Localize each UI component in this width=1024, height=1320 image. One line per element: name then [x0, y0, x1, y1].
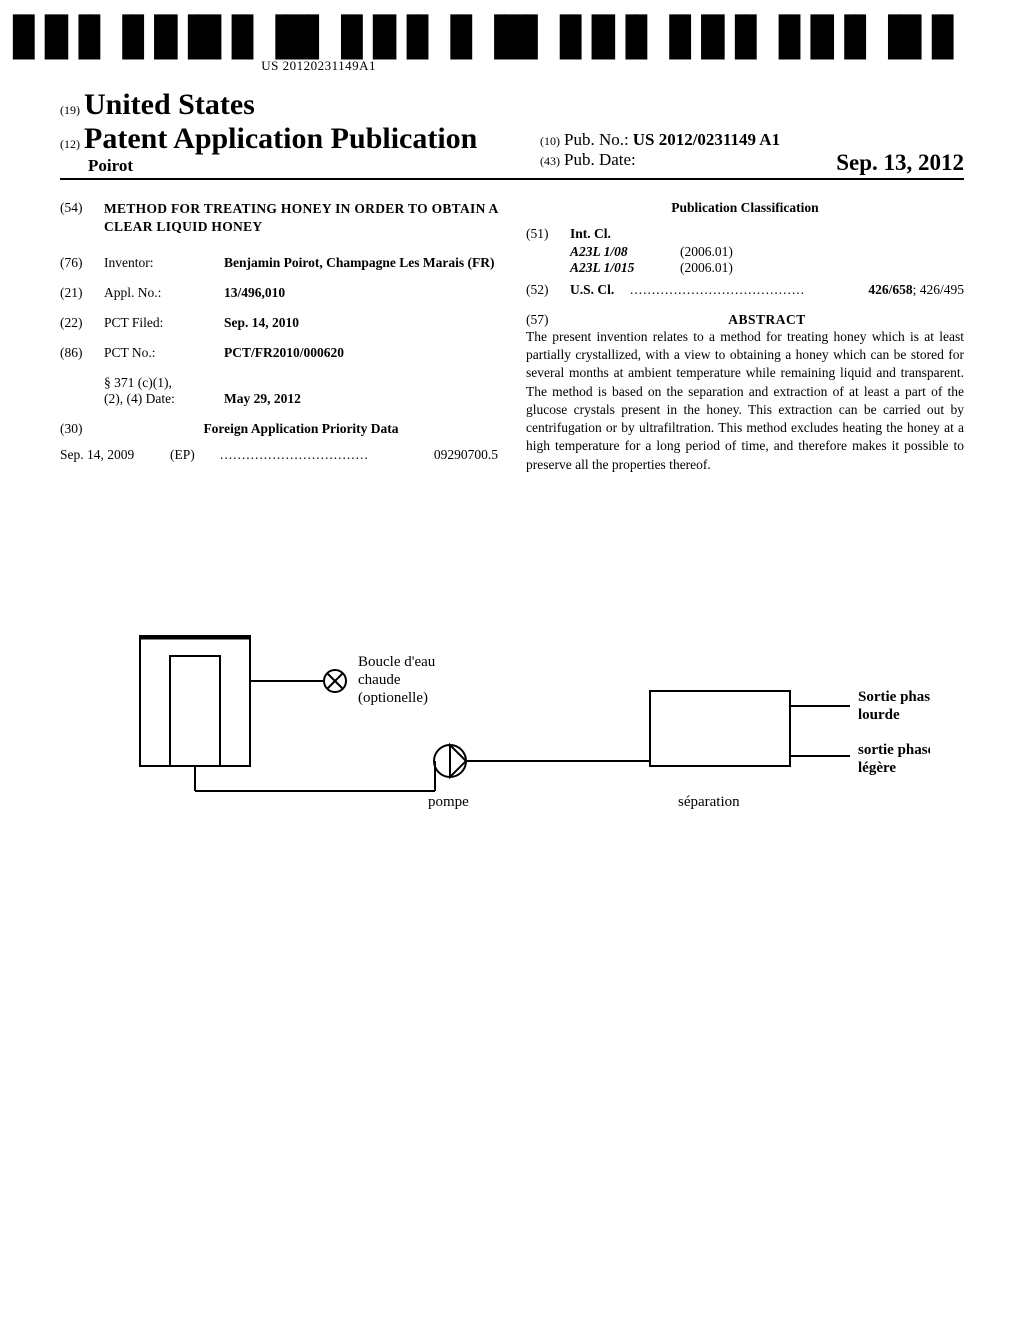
foreign-priority-label: Foreign Application Priority Data	[104, 421, 498, 437]
pub-no-value: US 2012/0231149 A1	[633, 130, 780, 149]
uscl-bold: 426/658	[868, 282, 912, 297]
separator-box	[650, 691, 790, 766]
code-21: (21)	[60, 285, 104, 301]
biblio-columns: (54) METHOD FOR TREATING HONEY IN ORDER …	[60, 200, 964, 474]
pct-no-value: PCT/FR2010/000620	[224, 345, 344, 360]
boucle-label-2: chaude	[358, 672, 401, 688]
abstract-label: ABSTRACT	[570, 312, 964, 328]
code-54: (54)	[60, 200, 104, 235]
barcode-block: ▌█▐▌▐█▌▐▌▐▌▌█▐▌▐▌█▐▌▐▌█▐█▐▌▐█▌▐▌█▐▌▐▌▐█▌…	[0, 18, 964, 74]
header-inventor: Poirot	[88, 156, 133, 175]
pub-date-label: Pub. Date:	[564, 150, 636, 169]
code-51: (51)	[526, 226, 570, 242]
code-57: (57)	[526, 312, 570, 328]
abstract-body: The present invention relates to a metho…	[526, 328, 964, 474]
inventor-value: Benjamin Poirot, Champagne Les Marais (F…	[224, 255, 498, 271]
foreign-country: (EP)	[170, 447, 220, 463]
code-22: (22)	[60, 315, 104, 331]
horizontal-rule	[60, 178, 964, 180]
sortie-lourde-1: Sortie phase	[858, 689, 930, 705]
pct-filed-value: Sep. 14, 2010	[224, 315, 299, 330]
process-diagram: Boucle d'eau chaude (optionelle) pompe s…	[130, 626, 930, 841]
code-19: (19)	[60, 103, 80, 117]
doc-type: Patent Application Publication	[84, 122, 477, 155]
header-left: (19) United States (12) Patent Applicati…	[60, 88, 477, 176]
code-43: (43)	[540, 154, 560, 168]
pompe-label: pompe	[428, 794, 469, 810]
intcl-code-1: A23L 1/015	[570, 260, 680, 276]
s371-value: May 29, 2012	[224, 391, 301, 406]
separation-label: séparation	[678, 794, 740, 810]
intcl-ver-0: (2006.01)	[680, 244, 733, 260]
invention-title: METHOD FOR TREATING HONEY IN ORDER TO OB…	[104, 200, 498, 235]
pct-no-label: PCT No.:	[104, 345, 224, 361]
diagram-svg: Boucle d'eau chaude (optionelle) pompe s…	[130, 626, 930, 836]
pub-classification-label: Publication Classification	[526, 200, 964, 216]
intcl-ver-1: (2006.01)	[680, 260, 733, 276]
country: United States	[84, 88, 255, 121]
code-76: (76)	[60, 255, 104, 271]
appl-no-label: Appl. No.:	[104, 285, 224, 301]
code-12: (12)	[60, 137, 80, 151]
dots-leader: ..................................	[220, 447, 434, 463]
dots-leader-uscl: ........................................	[630, 282, 868, 298]
header-right: (10) Pub. No.: US 2012/0231149 A1 (43) P…	[540, 130, 964, 176]
code-86: (86)	[60, 345, 104, 361]
s371-label: § 371 (c)(1), (2), (4) Date:	[104, 375, 224, 407]
code-30: (30)	[60, 421, 104, 437]
pump-triangle	[450, 745, 466, 777]
boucle-label-1: Boucle d'eau	[358, 654, 436, 670]
boucle-label-3: (optionelle)	[358, 690, 428, 706]
foreign-date: Sep. 14, 2009	[60, 447, 170, 463]
code-blank	[60, 375, 104, 407]
sortie-lourde-2: lourde	[858, 707, 900, 723]
pub-no-label: Pub. No.:	[564, 130, 629, 149]
pub-date-value: Sep. 13, 2012	[836, 150, 964, 176]
code-10: (10)	[540, 134, 560, 148]
appl-no-value: 13/496,010	[224, 285, 285, 300]
sortie-legere-1: sortie phase	[858, 742, 930, 758]
pct-filed-label: PCT Filed:	[104, 315, 224, 331]
intcl-label: Int. Cl.	[570, 226, 611, 241]
barcode-number: US 20120231149A1	[0, 58, 964, 74]
inventor-label: Inventor:	[104, 255, 224, 271]
uscl-label: U.S. Cl.	[570, 282, 614, 297]
barcode-glyph: ▌█▐▌▐█▌▐▌▐▌▌█▐▌▐▌█▐▌▐▌█▐█▐▌▐█▌▐▌█▐▌▐▌▐█▌…	[0, 18, 964, 56]
right-column: Publication Classification (51) Int. Cl.…	[526, 200, 964, 474]
sortie-legere-2: légère	[858, 760, 896, 776]
tank-inner	[170, 656, 220, 766]
foreign-num: 09290700.5	[434, 447, 498, 463]
uscl-rest: ; 426/495	[913, 282, 964, 297]
left-column: (54) METHOD FOR TREATING HONEY IN ORDER …	[60, 200, 498, 474]
intcl-code-0: A23L 1/08	[570, 244, 680, 260]
code-52: (52)	[526, 282, 570, 298]
inventor-name-text: Benjamin Poirot, Champagne Les Marais (F…	[224, 255, 494, 270]
